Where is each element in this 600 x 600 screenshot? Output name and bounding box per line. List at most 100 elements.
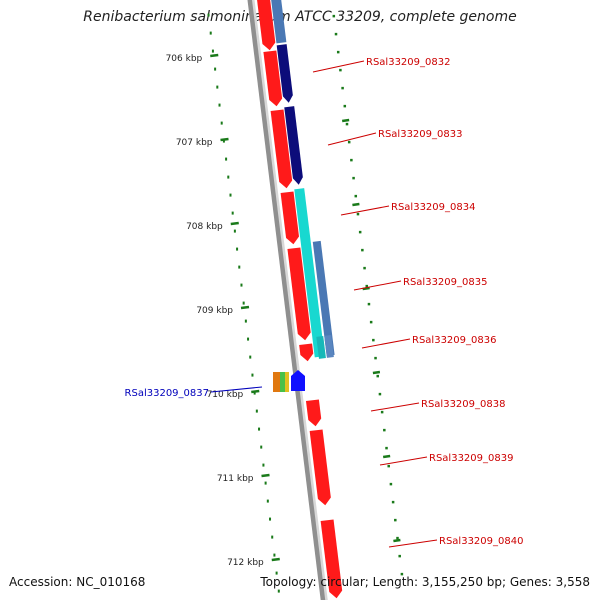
ruler-dot (214, 67, 217, 71)
ruler-dot (339, 68, 342, 72)
ruler-dot (367, 302, 371, 306)
cds-arrow-red (280, 191, 300, 245)
gene-leader-line (312, 60, 365, 73)
ruler-dot (341, 86, 344, 90)
gene-label[interactable]: RSal33209_0838 (421, 399, 505, 410)
feature-steel-blue-small (324, 335, 334, 358)
feature-steel-blue (271, 0, 287, 44)
gene-leader-line (388, 539, 438, 548)
accession-info: Accession: NC_010168 (9, 575, 146, 589)
gene-leader-line (327, 132, 377, 146)
ruler-dot (332, 14, 336, 18)
ruler-dot (240, 283, 243, 287)
cds-arrow-red (263, 50, 283, 107)
ruler-label: 712 kbp (227, 558, 264, 568)
ruler-tick (271, 557, 280, 562)
ruler-dot (216, 85, 219, 89)
ruler-dot (247, 337, 250, 341)
feature-navy (284, 106, 303, 185)
ruler-dot (383, 428, 386, 432)
ruler-dot (260, 445, 263, 449)
ruler-tick (251, 389, 260, 394)
ruler-label: 711 kbp (217, 474, 254, 484)
feature-cyan (294, 188, 325, 358)
ruler-dot (238, 265, 241, 269)
ruler-dot (207, 13, 210, 17)
genome-backbone-highlight (252, 0, 328, 600)
ruler-dot (354, 194, 358, 198)
ruler-label: 708 kbp (186, 222, 223, 232)
ruler-dot (233, 229, 236, 233)
ruler-dot (372, 338, 375, 342)
ruler-dot (398, 554, 401, 558)
gene-label[interactable]: RSal33209_0837 (125, 388, 209, 399)
ruler-dot (255, 409, 258, 413)
feature-blue-arrow (291, 370, 305, 391)
ruler-dot (374, 356, 377, 360)
ruler-dot (345, 122, 349, 126)
ruler-dot (369, 320, 373, 324)
ruler-dot (361, 248, 364, 252)
gene-label[interactable]: RSal33209_0836 (412, 335, 496, 346)
ruler-tick (352, 202, 360, 207)
ruler-dot (376, 374, 379, 378)
ruler-label: 707 kbp (176, 138, 213, 148)
gene-leader-line (353, 280, 402, 291)
feature-green (280, 372, 285, 392)
ruler-dot (334, 32, 338, 36)
ruler-dot (394, 518, 397, 522)
ruler-dot (271, 535, 274, 539)
gene-label[interactable]: RSal33209_0840 (439, 536, 523, 547)
gene-leader-line (361, 338, 411, 349)
gene-label[interactable]: RSal33209_0832 (366, 57, 450, 68)
ruler-tick (240, 305, 250, 310)
cds-arrow-red (299, 343, 314, 362)
ruler-dot (220, 121, 223, 125)
map-title: Renibacterium salmoninarum ATCC 33209, c… (83, 9, 517, 25)
ruler-dot (218, 103, 221, 107)
ruler-tick (372, 370, 381, 375)
feature-orange (273, 372, 280, 392)
ruler-tick (220, 137, 229, 142)
feature-steel-blue (312, 240, 335, 356)
gene-label[interactable]: RSal33209_0839 (429, 453, 513, 464)
gene-label[interactable]: RSal33209_0833 (378, 129, 462, 140)
ruler-dot (380, 410, 384, 414)
ruler-dot (275, 571, 278, 575)
ruler-dot (236, 247, 239, 251)
ruler-dot (264, 481, 267, 485)
gene-label[interactable]: RSal33209_0835 (403, 277, 487, 288)
gene-leader-line (379, 456, 428, 466)
ruler-dot (350, 158, 353, 162)
ruler-dot (385, 446, 388, 450)
ruler-dot (391, 500, 395, 504)
ruler-dot (244, 319, 247, 323)
ruler-dot (231, 211, 234, 215)
cds-arrow-red (309, 429, 331, 506)
ruler-tick (382, 454, 391, 459)
ruler-dot (222, 139, 225, 143)
ruler-label: 706 kbp (166, 54, 203, 64)
ruler-tick (393, 538, 401, 543)
ruler-dot (365, 284, 369, 288)
ruler-dot (251, 373, 254, 377)
ruler-dot (378, 392, 382, 396)
ruler-dot (387, 464, 390, 468)
ruler-dot (358, 230, 362, 234)
ruler-dot (347, 140, 351, 144)
ruler-dot (266, 499, 269, 503)
gene-label[interactable]: RSal33209_0834 (391, 202, 475, 213)
cds-arrow-red (305, 399, 322, 427)
ruler-dot (229, 193, 232, 197)
ruler-dot (389, 482, 393, 486)
feature-navy (276, 44, 293, 103)
ruler-dot (209, 31, 212, 35)
ruler-dot (249, 355, 252, 359)
ruler-tick (362, 286, 370, 291)
genome-summary: Topology: circular; Length: 3,155,250 bp… (260, 575, 590, 589)
ruler-dot (227, 175, 230, 179)
ruler-dot (343, 104, 347, 108)
cds-arrow-red (270, 109, 293, 189)
gene-leader-line (370, 402, 420, 412)
